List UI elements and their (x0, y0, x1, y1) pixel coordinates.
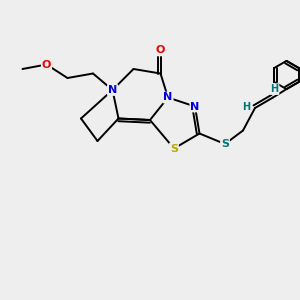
Text: O: O (42, 59, 51, 70)
Text: S: S (170, 143, 178, 154)
Text: N: N (190, 101, 200, 112)
Text: H: H (270, 84, 279, 94)
Text: H: H (242, 101, 251, 112)
Text: S: S (221, 139, 229, 149)
Text: N: N (108, 85, 117, 95)
Text: O: O (156, 45, 165, 56)
Text: N: N (164, 92, 172, 103)
